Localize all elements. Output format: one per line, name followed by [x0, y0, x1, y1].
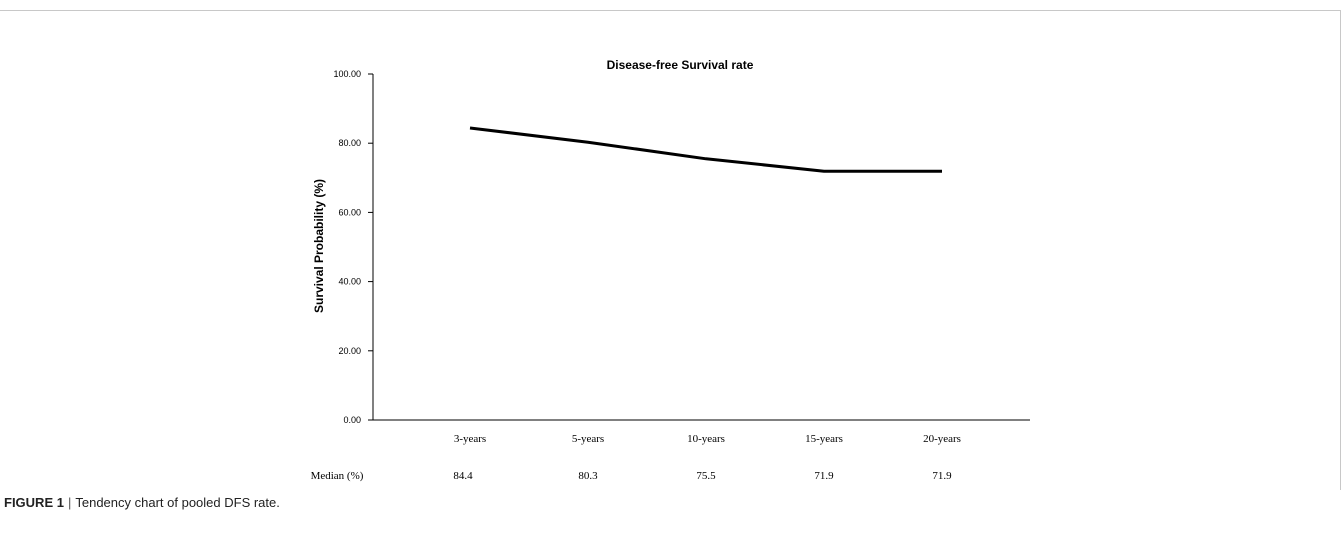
axes	[372, 74, 1030, 421]
median-row-label: Median (%)	[311, 470, 364, 482]
y-axis-title: Survival Probability (%)	[312, 179, 326, 313]
median-row: Median (%) 84.4 80.3 75.5 71.9 71.9	[311, 470, 953, 482]
y-tick-label: 20.00	[338, 346, 361, 356]
chart-title: Disease-free Survival rate	[607, 58, 754, 72]
x-category-labels: 3-years 5-years 10-years 15-years 20-years	[454, 433, 961, 445]
caption-separator: |	[67, 495, 72, 510]
y-tick-label: 80.00	[338, 138, 361, 148]
median-value: 84.4	[453, 470, 473, 482]
x-category-label: 20-years	[923, 433, 961, 445]
median-value: 71.9	[814, 470, 834, 482]
figure-caption: FIGURE 1 | Tendency chart of pooled DFS ra…	[4, 495, 280, 510]
median-value: 71.9	[932, 470, 952, 482]
x-category-label: 5-years	[572, 433, 604, 445]
series-line	[469, 126, 942, 173]
y-tick-label: 60.00	[338, 207, 361, 217]
series	[469, 126, 943, 173]
median-value: 80.3	[578, 470, 598, 482]
x-category-label: 15-years	[805, 433, 843, 445]
x-category-label: 3-years	[454, 433, 486, 445]
median-value: 75.5	[696, 470, 716, 482]
y-tick-label: 40.00	[338, 277, 361, 287]
figure-frame	[0, 10, 1341, 490]
y-tick-label: 100.00	[333, 69, 361, 79]
y-tick-label: 0.00	[343, 415, 361, 425]
x-category-label: 10-years	[687, 433, 725, 445]
y-ticks: 0.00 20.00 40.00 60.00 80.00 100.00	[333, 69, 373, 425]
caption-label: FIGURE 1	[4, 495, 64, 510]
caption-text: Tendency chart of pooled DFS rate.	[75, 495, 280, 510]
